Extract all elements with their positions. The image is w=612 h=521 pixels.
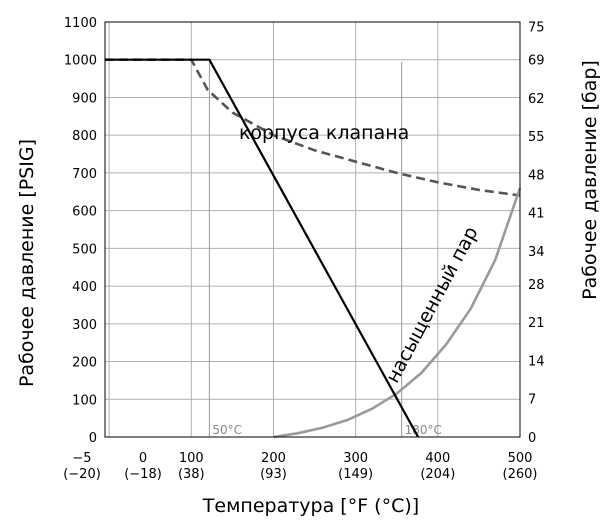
y-tick-right: 7 bbox=[528, 393, 536, 408]
x-tick-f: 400 bbox=[425, 451, 450, 466]
series-line-3 bbox=[105, 58, 420, 438]
y-tick-left: 300 bbox=[72, 318, 97, 333]
y-axis-left-ticks: 0 100 200 300 400 500 600 700 800 900 1000 1100 bbox=[64, 16, 97, 446]
series-layer bbox=[105, 58, 522, 439]
y-tick-right: 14 bbox=[528, 354, 545, 369]
y-tick-left: 400 bbox=[72, 280, 97, 295]
y-tick-right: 0 bbox=[528, 431, 536, 446]
x-tick-f: 0 bbox=[139, 451, 147, 466]
x-tick-c: (−20) bbox=[63, 467, 101, 482]
x-tick-f: 300 bbox=[343, 451, 368, 466]
y-tick-left: 900 bbox=[72, 91, 97, 106]
y-tick-left: 100 bbox=[72, 393, 97, 408]
y-tick-right: 55 bbox=[528, 130, 545, 145]
x-tick-f: 500 bbox=[508, 451, 533, 466]
y-axis-left-label: Рабочее давление [PSIG] bbox=[16, 139, 38, 387]
x-tick-f: 200 bbox=[261, 451, 286, 466]
marker-label: 50°C bbox=[212, 423, 242, 437]
plot-frame bbox=[104, 21, 521, 438]
y-tick-left: 1100 bbox=[64, 16, 97, 31]
y-tick-right: 28 bbox=[528, 278, 545, 293]
x-tick-c: (93) bbox=[260, 467, 287, 482]
y-tick-left: 700 bbox=[72, 167, 97, 182]
y-tick-right: 75 bbox=[528, 21, 545, 36]
x-axis-ticks: −5(−20)0(−18)100(38)200(93)300(149)400(2… bbox=[63, 451, 537, 482]
annotation-label: корпуса клапана bbox=[239, 122, 409, 144]
y-tick-right: 48 bbox=[528, 168, 545, 183]
x-tick-c: (204) bbox=[420, 467, 455, 482]
x-tick-c: (38) bbox=[178, 467, 205, 482]
y-tick-left: 0 bbox=[89, 431, 97, 446]
y-tick-right: 34 bbox=[528, 245, 545, 260]
y-axis-right-label: Рабочее давление [бар] bbox=[579, 60, 601, 300]
series-line-1 bbox=[105, 58, 521, 197]
marker-label: 180°C bbox=[405, 423, 442, 437]
x-tick-c: (260) bbox=[503, 467, 538, 482]
x-tick-c: (149) bbox=[338, 467, 373, 482]
y-tick-left: 500 bbox=[72, 242, 97, 257]
x-tick-c: (−18) bbox=[124, 467, 162, 482]
x-axis-label: Температура [°F (°C)] bbox=[202, 495, 419, 517]
series-line-2 bbox=[273, 187, 522, 439]
y-tick-left: 1000 bbox=[64, 54, 97, 69]
x-tick-f: 100 bbox=[179, 451, 204, 466]
grid bbox=[104, 21, 521, 438]
x-tick-f: −5 bbox=[72, 451, 91, 466]
y-tick-right: 21 bbox=[528, 316, 545, 331]
y-tick-right: 62 bbox=[528, 92, 545, 107]
y-tick-left: 800 bbox=[72, 129, 97, 144]
y-axis-right-ticks: 0 7 14 21 28 34 41 48 55 62 69 75 bbox=[528, 21, 545, 446]
y-tick-left: 200 bbox=[72, 356, 97, 371]
vertical-markers: 50°C 180°C bbox=[208, 62, 442, 437]
y-tick-left: 600 bbox=[72, 205, 97, 220]
y-tick-right: 69 bbox=[528, 53, 545, 68]
y-tick-right: 41 bbox=[528, 207, 545, 222]
